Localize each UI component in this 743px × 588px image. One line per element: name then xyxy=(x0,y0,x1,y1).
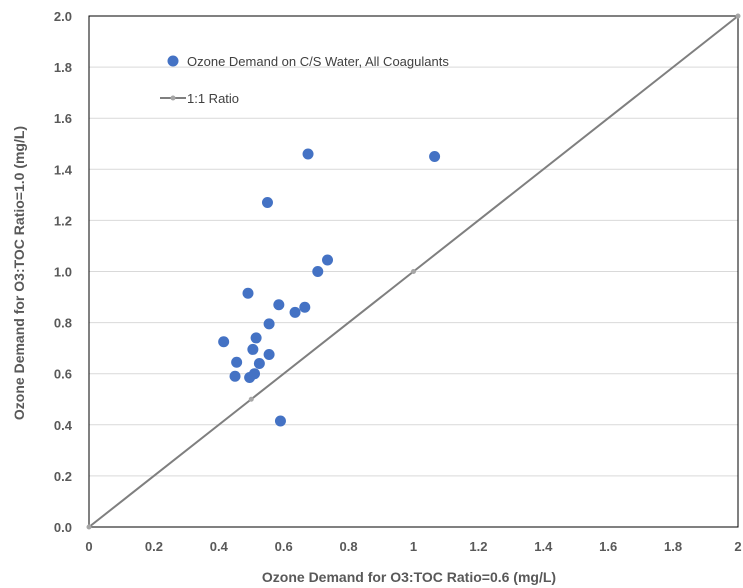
y-axis-ticks: 0.0 0.2 0.4 0.6 0.8 1.0 1.2 1.4 1.6 1.8 2.0 xyxy=(54,9,73,535)
scatter-point xyxy=(231,356,243,368)
legend-label-line: 1:1 Ratio xyxy=(187,91,239,106)
x-tick-label: 1.4 xyxy=(534,539,553,554)
scatter-point xyxy=(218,336,230,348)
legend-label-scatter: Ozone Demand on C/S Water, All Coagulant… xyxy=(187,54,449,69)
scatter-point xyxy=(261,197,273,209)
scatter-point xyxy=(229,370,241,382)
plot-area-border xyxy=(88,15,739,528)
x-tick-label: 0.4 xyxy=(210,539,229,554)
y-tick-label: 2.0 xyxy=(54,9,72,24)
scatter-point xyxy=(263,318,275,330)
y-tick-label: 1.0 xyxy=(54,265,72,280)
scatter-point xyxy=(274,415,286,427)
x-tick-label: 0.6 xyxy=(275,539,293,554)
y-tick-label: 0.2 xyxy=(54,469,72,484)
x-axis-ticks: 0 0.2 0.4 0.6 0.8 1 1.2 1.4 1.6 1.8 2 xyxy=(85,539,741,554)
legend-marker-line-point xyxy=(170,95,176,101)
scatter-point xyxy=(312,266,324,277)
scatter-point xyxy=(242,287,254,299)
scatter-point xyxy=(247,343,259,355)
scatter-series xyxy=(218,148,441,427)
scatter-point xyxy=(248,368,260,380)
y-tick-label: 1.2 xyxy=(54,213,72,228)
x-axis-title: Ozone Demand for O3:TOC Ratio=0.6 (mg/L) xyxy=(262,569,556,585)
ratio-line-point xyxy=(86,524,92,530)
x-tick-label: 0.2 xyxy=(145,539,163,554)
y-tick-label: 0.6 xyxy=(54,367,72,382)
legend-marker-scatter xyxy=(167,55,179,67)
ratio-line-point xyxy=(248,396,254,402)
scatter-point xyxy=(263,349,275,361)
y-tick-label: 1.4 xyxy=(54,162,73,177)
scatter-point xyxy=(429,151,441,163)
x-tick-label: 1 xyxy=(410,539,417,554)
y-tick-label: 0.0 xyxy=(54,520,72,535)
y-tick-label: 1.8 xyxy=(54,60,72,75)
x-tick-label: 1.6 xyxy=(599,539,617,554)
x-tick-label: 0 xyxy=(85,539,92,554)
scatter-point xyxy=(322,254,334,266)
scatter-point xyxy=(289,306,301,318)
ratio-line-series xyxy=(86,13,741,530)
y-tick-label: 1.6 xyxy=(54,111,72,126)
scatter-point xyxy=(273,299,285,311)
scatter-point xyxy=(302,148,314,160)
scatter-point xyxy=(253,357,265,369)
x-tick-label: 0.8 xyxy=(340,539,358,554)
y-axis-title: Ozone Demand for O3:TOC Ratio=1.0 (mg/L) xyxy=(11,126,27,420)
scatter-point xyxy=(299,301,311,313)
ratio-line-point xyxy=(411,269,416,274)
x-tick-label: 2 xyxy=(734,539,741,554)
scatter-point xyxy=(250,332,262,344)
y-tick-label: 0.8 xyxy=(54,316,72,331)
x-tick-label: 1.2 xyxy=(469,539,487,554)
ratio-line xyxy=(88,15,739,528)
ratio-line-point xyxy=(735,13,741,19)
y-tick-label: 0.4 xyxy=(54,418,73,433)
x-tick-label: 1.8 xyxy=(664,539,682,554)
legend: Ozone Demand on C/S Water, All Coagulant… xyxy=(160,54,449,106)
